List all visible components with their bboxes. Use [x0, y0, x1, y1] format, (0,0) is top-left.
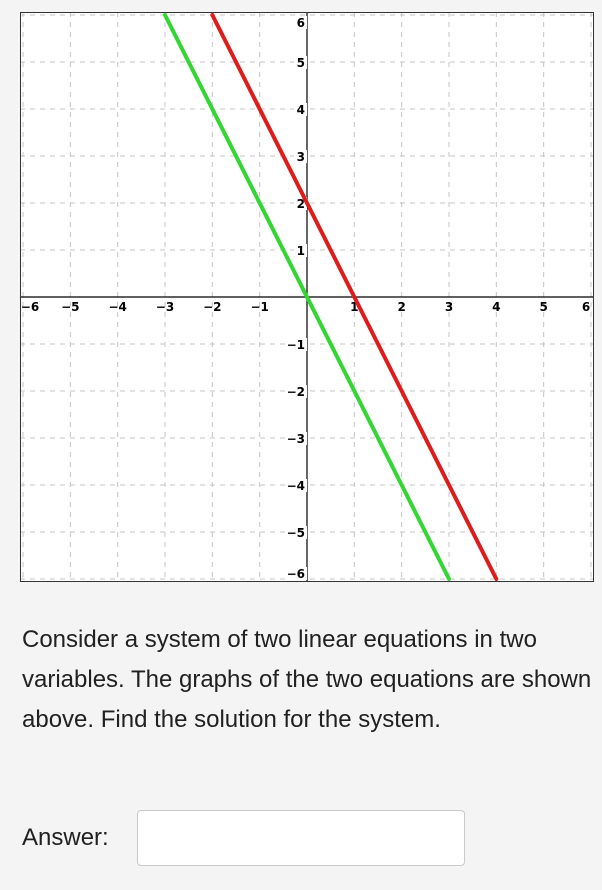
x-tick-label: 4 [492, 300, 500, 314]
graph-border [20, 12, 594, 582]
y-tick-label: −6 [287, 567, 305, 581]
y-tick-label: 1 [297, 244, 305, 258]
y-tick-label: 5 [297, 56, 305, 70]
y-tick-background [287, 567, 307, 580]
x-tick-label: 3 [445, 300, 453, 314]
answer-label: Answer: [22, 824, 109, 851]
graph-line-2 [163, 13, 451, 581]
y-tick-label: −4 [287, 479, 305, 493]
y-tick-label: 2 [297, 197, 305, 211]
graph-panel: −6 −5 −4 −3 −2 −1 1 2 3 4 5 6 −6 −5 −4 −3 −2 −1 1 2 3 4 5 6 [20, 12, 594, 582]
y-tick-label: 3 [297, 150, 305, 164]
x-tick-label: −6 [21, 300, 39, 314]
y-tick-label: 6 [297, 16, 305, 30]
y-tick-background [287, 338, 307, 351]
y-tick-background [294, 244, 307, 257]
x-tick-label: −1 [250, 300, 268, 314]
y-tick-background [287, 526, 307, 539]
x-tick-label: 2 [397, 300, 405, 314]
x-tick-label: 5 [539, 300, 547, 314]
y-tick-background [287, 385, 307, 398]
y-tick-background [294, 150, 307, 163]
y-tick-label: 4 [297, 103, 305, 117]
answer-input[interactable] [137, 810, 465, 866]
x-tick-label: 6 [582, 300, 590, 314]
y-tick-background [287, 432, 307, 445]
x-tick-label: 1 [350, 300, 358, 314]
y-tick-background [294, 103, 307, 116]
graph-line-1 [210, 13, 499, 581]
x-tick-label: −3 [156, 300, 174, 314]
y-tick-label: −2 [287, 385, 305, 399]
y-tick-background [294, 16, 307, 29]
x-tick-label: −2 [203, 300, 221, 314]
answer-row: Answer: [22, 810, 465, 866]
y-tick-label: −3 [287, 432, 305, 446]
x-tick-label: −5 [61, 300, 79, 314]
y-tick-label: −1 [287, 338, 305, 352]
y-tick-background [294, 56, 307, 69]
x-tick-label: −4 [108, 300, 126, 314]
y-tick-background [287, 479, 307, 492]
question-text: Consider a system of two linear equation… [22, 626, 592, 733]
y-tick-label: −5 [287, 526, 305, 540]
coordinate-graph: −6 −5 −4 −3 −2 −1 1 2 3 4 5 6 −6 −5 −4 −3 −2 −1 1 2 3 4 5 6 [20, 12, 594, 582]
